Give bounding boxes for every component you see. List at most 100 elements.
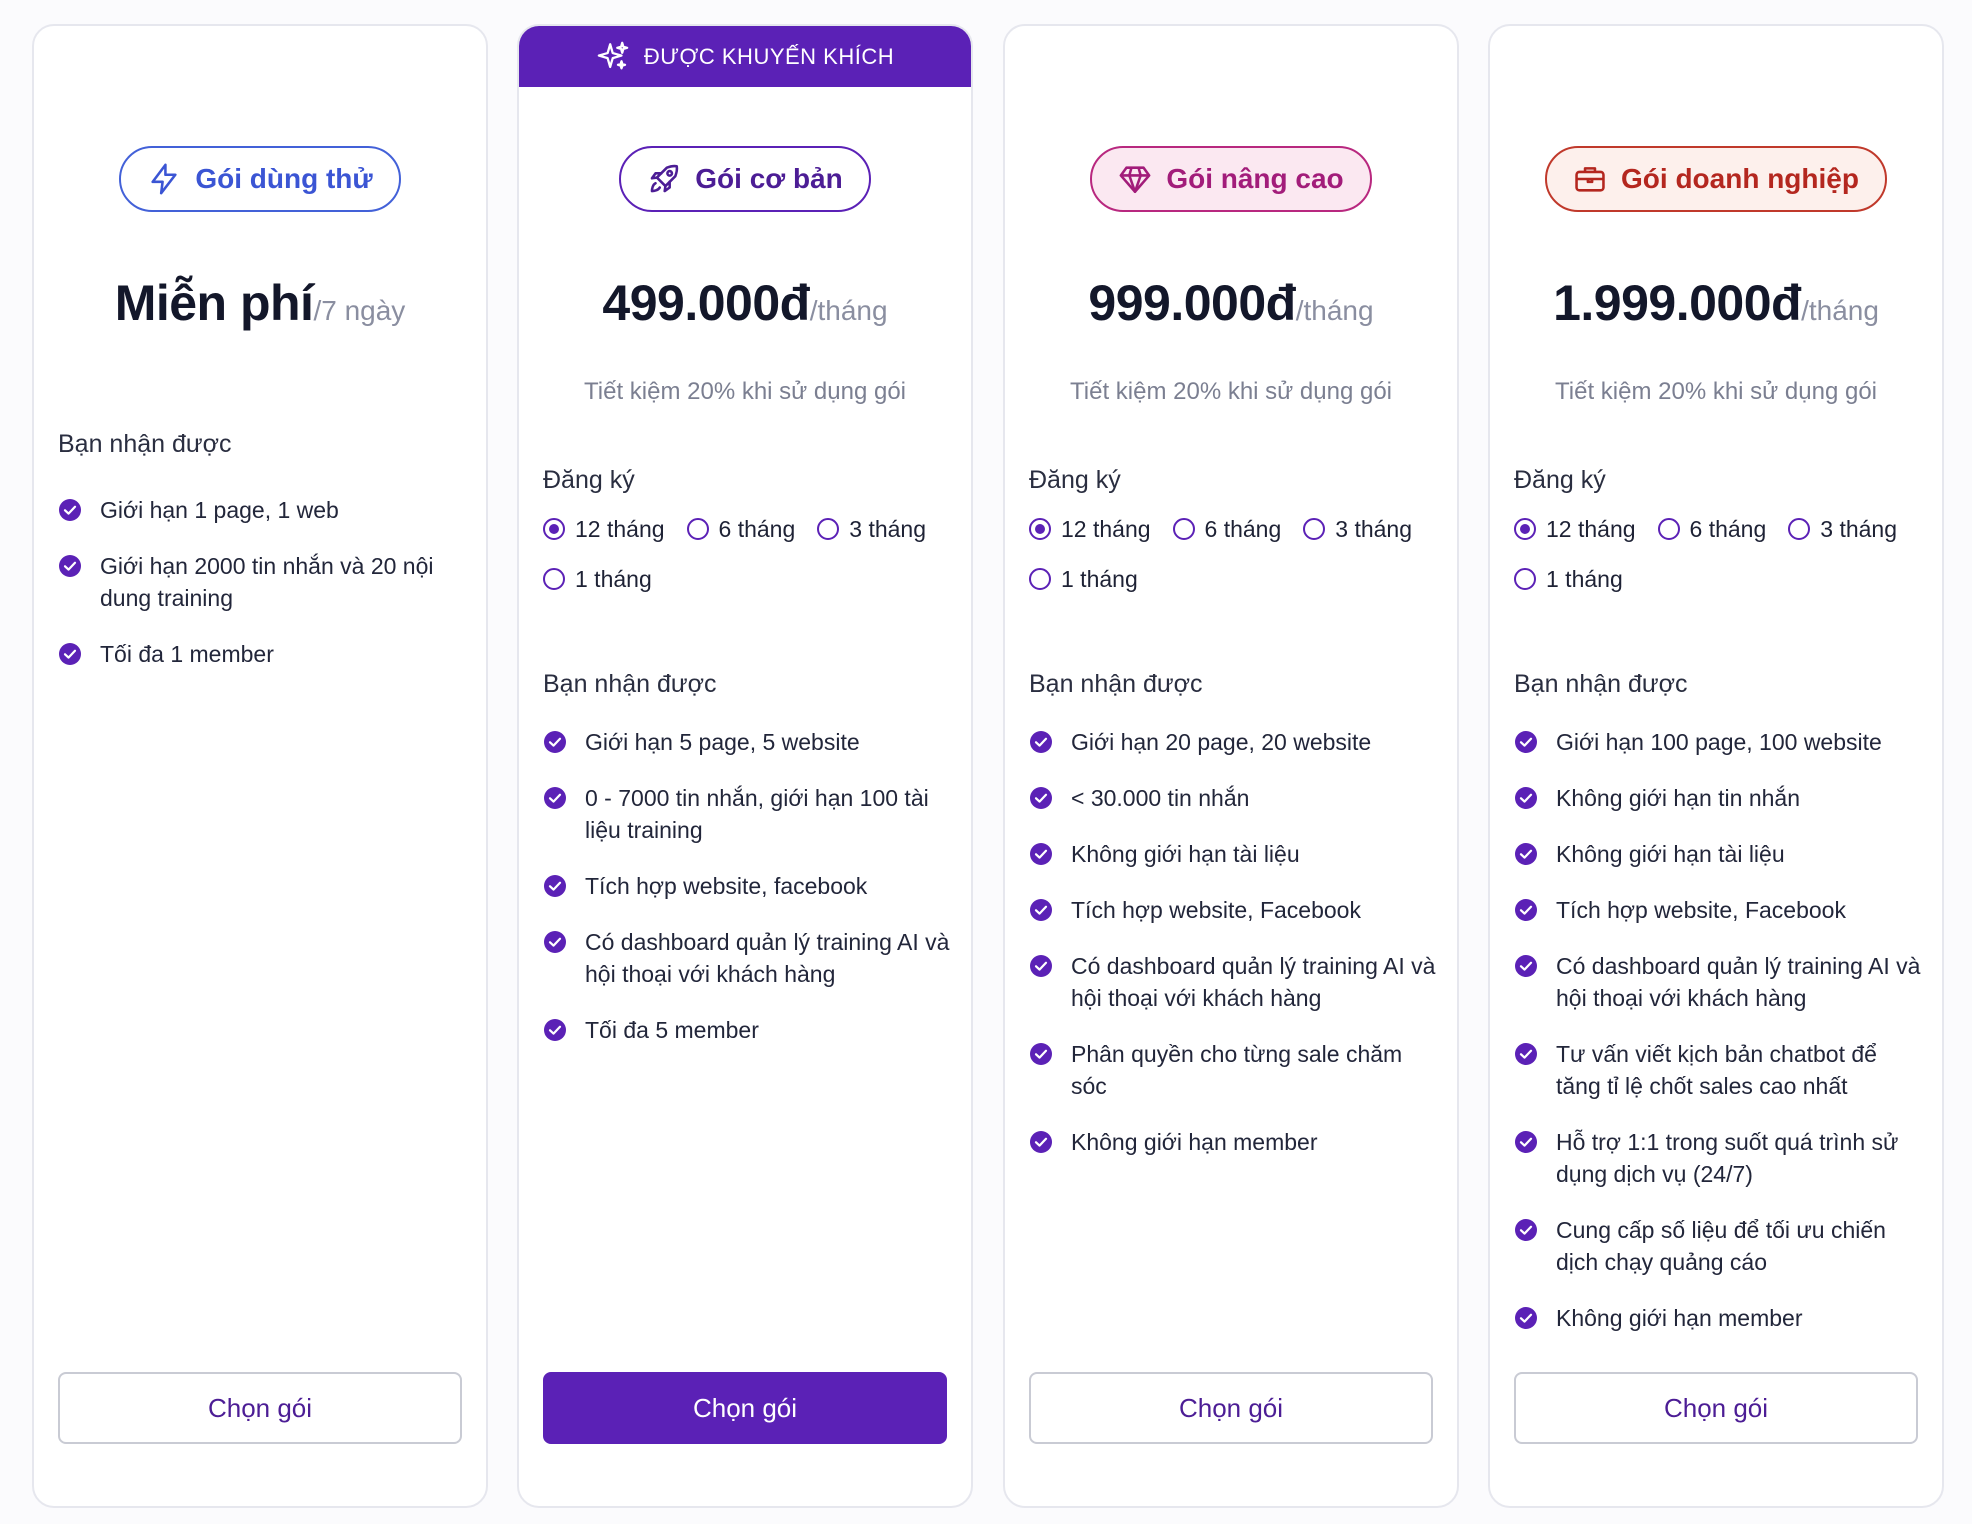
price-unit: /tháng [809, 295, 888, 326]
check-circle-icon [1515, 843, 1537, 865]
radio-button[interactable] [1514, 568, 1536, 590]
radio-3-months[interactable]: 3 tháng [1788, 516, 1897, 543]
radio-3-months[interactable]: 3 tháng [817, 516, 926, 543]
check-circle-icon [544, 875, 566, 897]
plan-badge-enterprise: Gói doanh nghiệp [1545, 146, 1887, 212]
radio-button[interactable] [1788, 518, 1811, 540]
saving-note: Tiết kiệm 20% khi sử dụng gói [1555, 378, 1877, 405]
check-circle-icon [1515, 955, 1537, 977]
lightning-icon [151, 163, 177, 195]
plan-badge-trial: Gói dùng thử [119, 146, 401, 212]
radio-button[interactable] [686, 518, 709, 540]
plan-price: 999.000đ/tháng [1005, 274, 1457, 332]
check-circle-icon [1030, 955, 1052, 977]
check-circle-icon [544, 1019, 566, 1041]
feature-list: Giới hạn 1 page, 1 web Giới hạn 2000 tin… [58, 494, 470, 694]
saving-note: Tiết kiệm 20% khi sử dụng gói [1070, 378, 1392, 405]
rocket-icon [650, 164, 679, 193]
radio-button[interactable] [1303, 518, 1326, 540]
check-circle-icon [1030, 1043, 1052, 1065]
feature-item: Không giới hạn tin nhắn [1514, 782, 1926, 814]
register-options: 12 tháng 6 tháng 3 tháng 1 tháng [1029, 504, 1449, 604]
check-circle-icon [1515, 1307, 1537, 1329]
price-unit: /tháng [1801, 295, 1879, 326]
radio-button[interactable] [817, 518, 840, 540]
radio-1-month[interactable]: 1 tháng [1029, 566, 1138, 593]
radio-button-selected[interactable] [1029, 518, 1051, 540]
radio-button-selected[interactable] [543, 518, 565, 540]
feature-item: Hỗ trợ 1:1 trong suốt quá trình sử dụng … [1514, 1126, 1926, 1190]
radio-12-months[interactable]: 12 tháng [1514, 516, 1636, 543]
saving-note: Tiết kiệm 20% khi sử dụng gói [584, 378, 906, 405]
feature-item: Phân quyền cho từng sale chăm sóc [1029, 1038, 1441, 1102]
check-circle-icon [1515, 731, 1537, 753]
price-unit: /tháng [1295, 295, 1374, 326]
feature-item: Giới hạn 5 page, 5 website [543, 726, 955, 758]
radio-1-month[interactable]: 1 tháng [543, 566, 652, 593]
radio-button[interactable] [1172, 518, 1195, 540]
check-circle-icon [544, 931, 566, 953]
price-amount: 999.000đ [1088, 275, 1296, 331]
radio-6-months[interactable]: 6 tháng [1172, 516, 1281, 543]
feature-item: Giới hạn 100 page, 100 website [1514, 726, 1926, 758]
price-unit: /7 ngày [313, 295, 406, 326]
feature-list: Giới hạn 20 page, 20 website < 30.000 ti… [1029, 726, 1441, 1182]
feature-item: Giới hạn 1 page, 1 web [58, 494, 470, 526]
feature-item: Tối đa 5 member [543, 1014, 955, 1046]
plan-card-advanced: Gói nâng cao 999.000đ/tháng Tiết kiệm 20… [1003, 24, 1459, 1508]
radio-button[interactable] [1029, 568, 1051, 590]
feature-item: Tích hợp website, Facebook [1514, 894, 1926, 926]
plan-card-basic: ĐƯỢC KHUYẾN KHÍCH Gói cơ bản 499.000đ/th… [517, 24, 973, 1508]
radio-button[interactable] [543, 568, 565, 590]
check-circle-icon [1030, 843, 1052, 865]
plan-badge-label: Gói cơ bản [695, 163, 843, 194]
radio-12-months[interactable]: 12 tháng [543, 516, 665, 543]
check-circle-icon [544, 787, 566, 809]
feature-item: 0 - 7000 tin nhắn, giới hạn 100 tài liệu… [543, 782, 955, 846]
feature-item: Không giới hạn tài liệu [1514, 838, 1926, 870]
plan-price: 499.000đ/tháng [519, 274, 971, 332]
check-circle-icon [59, 499, 81, 521]
choose-plan-button-basic[interactable]: Chọn gói [543, 1372, 947, 1444]
price-amount: 1.999.000đ [1553, 275, 1802, 331]
feature-item: Không giới hạn member [1514, 1302, 1926, 1334]
feature-item: Không giới hạn tài liệu [1029, 838, 1441, 870]
radio-6-months[interactable]: 6 tháng [686, 516, 795, 543]
feature-item: Cung cấp số liệu để tối ưu chiến dịch ch… [1514, 1214, 1926, 1278]
price-amount: 499.000đ [602, 275, 810, 331]
check-circle-icon [1030, 899, 1052, 921]
plan-badge-label: Gói nâng cao [1166, 163, 1344, 194]
choose-plan-button-trial[interactable]: Chọn gói [58, 1372, 462, 1444]
feature-item: Tích hợp website, Facebook [1029, 894, 1441, 926]
plan-card-enterprise: Gói doanh nghiệp 1.999.000đ/tháng Tiết k… [1488, 24, 1944, 1508]
check-circle-icon [544, 731, 566, 753]
sparkle-icon [597, 41, 629, 69]
feature-item: Có dashboard quản lý training AI và hội … [543, 926, 955, 990]
plan-badge-label: Gói doanh nghiệp [1621, 163, 1859, 194]
features-title: Bạn nhận được [1029, 670, 1203, 698]
check-circle-icon [1030, 731, 1052, 753]
plan-badge-label: Gói dùng thử [195, 163, 373, 194]
radio-3-months[interactable]: 3 tháng [1303, 516, 1412, 543]
register-title: Đăng ký [1029, 466, 1121, 494]
feature-item: Tư vấn viết kịch bản chatbot để tăng tỉ … [1514, 1038, 1926, 1102]
feature-item: Có dashboard quản lý training AI và hội … [1029, 950, 1441, 1014]
feature-list: Giới hạn 100 page, 100 website Không giớ… [1514, 726, 1926, 1358]
radio-6-months[interactable]: 6 tháng [1657, 516, 1766, 543]
feature-item: Giới hạn 20 page, 20 website [1029, 726, 1441, 758]
check-circle-icon [59, 643, 81, 665]
radio-button-selected[interactable] [1514, 518, 1536, 540]
radio-1-month[interactable]: 1 tháng [1514, 566, 1623, 593]
check-circle-icon [1030, 1131, 1052, 1153]
check-circle-icon [1515, 899, 1537, 921]
radio-button[interactable] [1657, 518, 1680, 540]
check-circle-icon [1515, 1219, 1537, 1241]
feature-item: Không giới hạn member [1029, 1126, 1441, 1158]
register-title: Đăng ký [1514, 466, 1606, 494]
radio-12-months[interactable]: 12 tháng [1029, 516, 1151, 543]
choose-plan-button-enterprise[interactable]: Chọn gói [1514, 1372, 1918, 1444]
briefcase-icon [1575, 167, 1605, 192]
plan-price: Miễn phí/7 ngày [34, 274, 486, 332]
choose-plan-button-advanced[interactable]: Chọn gói [1029, 1372, 1433, 1444]
